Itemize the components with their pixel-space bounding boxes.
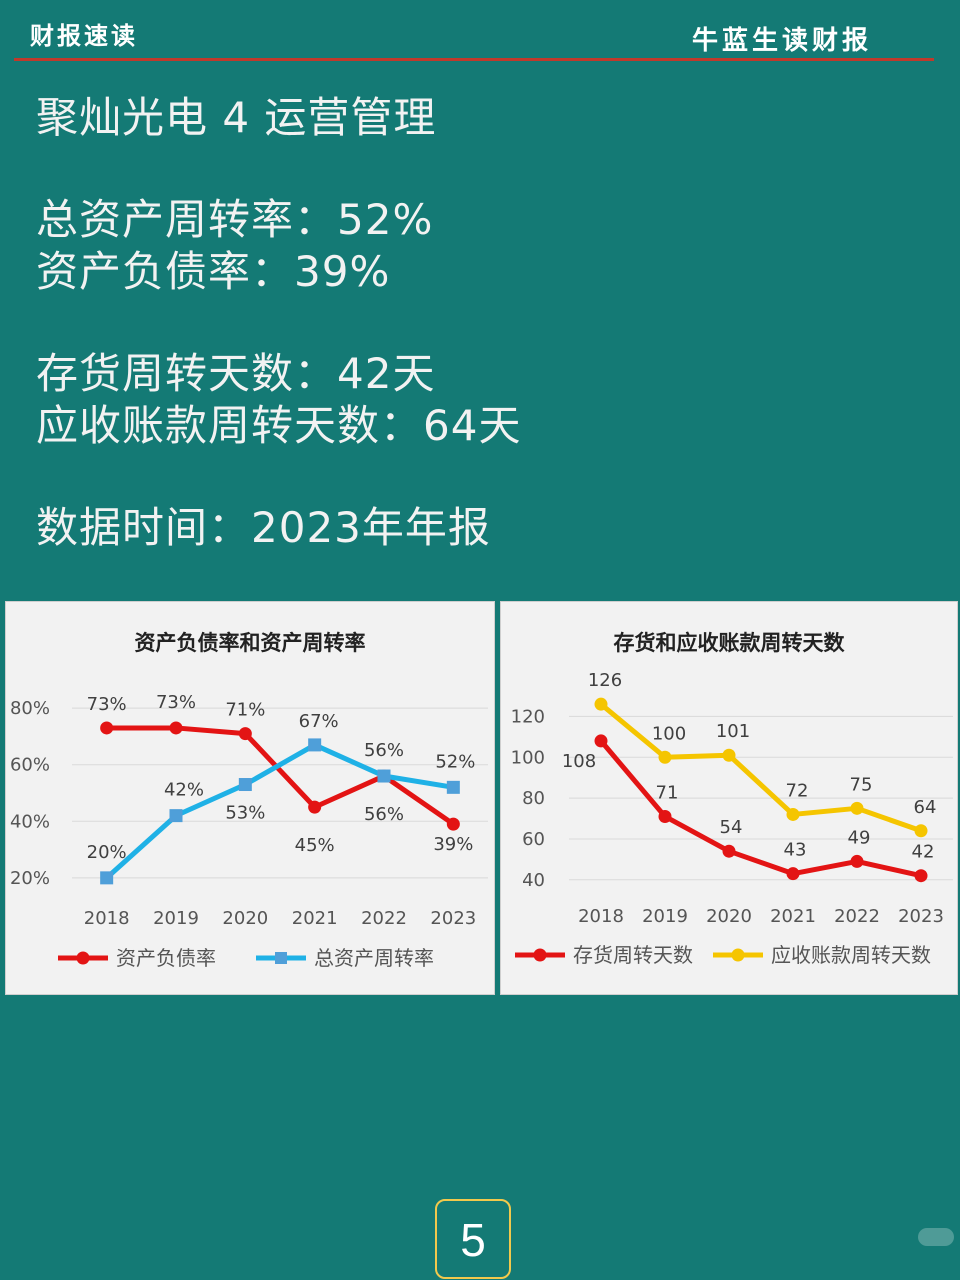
data-label: 56% [364, 740, 404, 761]
chart-panel-left: 资产负债率和资产周转率 20% 40% 60% 80% 2018 2019 2020 2021 2… [5, 601, 495, 995]
legend-marker [533, 948, 547, 962]
series-line-1 [104, 742, 456, 881]
data-point [308, 738, 322, 752]
data-point [786, 867, 800, 881]
data-point [722, 844, 736, 858]
x-tick-label: 2019 [153, 908, 199, 929]
data-point [658, 809, 672, 823]
data-point [446, 780, 460, 794]
data-label: 43 [784, 840, 807, 861]
data-label: 72 [786, 780, 809, 801]
y-tick-label: 20% [10, 868, 50, 889]
header-right-title: 牛蓝生读财报 [691, 26, 872, 56]
data-point [169, 809, 183, 823]
data-label: 54 [720, 817, 743, 838]
y-tick-label: 80 [522, 788, 545, 809]
data-point [658, 750, 672, 764]
data-label: 108 [562, 751, 596, 772]
data-label: 39% [433, 834, 473, 855]
x-tick-label: 2021 [770, 906, 816, 927]
chart-panel-right: 存货和应收账款周转天数 40 60 80 100 120 2018 2019 2020 2021 2… [500, 601, 958, 995]
x-tick-label: 2023 [430, 908, 476, 929]
data-point [377, 769, 391, 783]
data-point [238, 727, 252, 741]
data-point [914, 869, 928, 883]
chart-debt-turnover: 资产负债率和资产周转率 20% 40% 60% 80% 2018 2019 2020 2021 2… [10, 631, 488, 970]
x-tick-label: 2019 [642, 906, 688, 927]
data-point [914, 824, 928, 838]
inventory-days-text: 存货周转天数：42天 [36, 349, 436, 398]
page-heading: 聚灿光电 4 运营管理 [36, 93, 437, 142]
chart-title: 存货和应收账款周转天数 [614, 631, 846, 655]
legend-marker [76, 951, 90, 965]
data-label: 71 [656, 782, 679, 803]
y-tick-label: 60 [522, 829, 545, 850]
data-label: 75 [850, 774, 873, 795]
y-tick-label: 60% [10, 755, 50, 776]
data-label: 52% [435, 751, 475, 772]
y-tick-label: 100 [511, 747, 545, 768]
y-tick-label: 40% [10, 811, 50, 832]
legend-marker [731, 948, 745, 962]
y-tick-label: 80% [10, 698, 50, 719]
legend-label: 资产负债率 [116, 946, 216, 970]
data-time-text: 数据时间：2023年年报 [36, 503, 491, 552]
data-point [446, 817, 460, 831]
data-point [594, 734, 608, 748]
legend-marker [275, 952, 287, 964]
legend-label: 应收账款周转天数 [771, 943, 931, 967]
data-label: 64 [914, 797, 937, 818]
series-line-0 [598, 738, 924, 879]
data-label: 53% [225, 803, 265, 824]
data-point [594, 697, 608, 711]
data-label: 49 [848, 827, 871, 848]
data-label: 73% [87, 694, 127, 715]
data-label: 100 [652, 723, 686, 744]
legend-label: 存货周转天数 [573, 943, 693, 967]
series-line-0 [104, 725, 456, 827]
data-point [100, 721, 114, 735]
data-label: 67% [299, 711, 339, 732]
x-tick-label: 2023 [898, 906, 944, 927]
debt-ratio-text: 资产负债率：39% [36, 247, 391, 296]
data-point [786, 807, 800, 821]
data-point [850, 854, 864, 868]
data-point [238, 778, 252, 792]
watermark-badge [918, 1228, 954, 1246]
series-line-1 [598, 701, 924, 834]
x-tick-label: 2018 [84, 908, 130, 929]
header-left-title: 财报速读 [30, 21, 138, 50]
data-point [722, 748, 736, 762]
x-tick-label: 2018 [578, 906, 624, 927]
chart-turnover-days: 存货和应收账款周转天数 40 60 80 100 120 2018 2019 2020 2021 2… [511, 631, 953, 967]
y-tick-label: 120 [511, 706, 545, 727]
x-tick-label: 2021 [292, 908, 338, 929]
data-label: 45% [295, 835, 335, 856]
data-point [308, 800, 322, 814]
total-asset-turnover-text: 总资产周转率：52% [36, 195, 434, 244]
header-divider [14, 58, 934, 61]
data-label: 20% [87, 842, 127, 863]
y-tick-label: 40 [522, 870, 545, 891]
page-number-badge: 5 [435, 1199, 511, 1279]
x-tick-label: 2020 [222, 908, 268, 929]
data-label: 101 [716, 721, 750, 742]
data-label: 126 [588, 670, 622, 691]
data-point [169, 721, 183, 735]
chart-title: 资产负债率和资产周转率 [135, 631, 366, 655]
data-label: 42% [164, 780, 204, 801]
data-point [100, 871, 114, 885]
x-tick-label: 2020 [706, 906, 752, 927]
data-label: 71% [225, 700, 265, 721]
receivable-days-text: 应收账款周转天数：64天 [36, 401, 522, 450]
x-tick-label: 2022 [834, 906, 880, 927]
data-label: 73% [156, 692, 196, 713]
data-point [850, 801, 864, 815]
data-label: 56% [364, 804, 404, 825]
x-tick-label: 2022 [361, 908, 407, 929]
data-label: 42 [912, 842, 935, 863]
legend-label: 总资产周转率 [314, 946, 434, 970]
